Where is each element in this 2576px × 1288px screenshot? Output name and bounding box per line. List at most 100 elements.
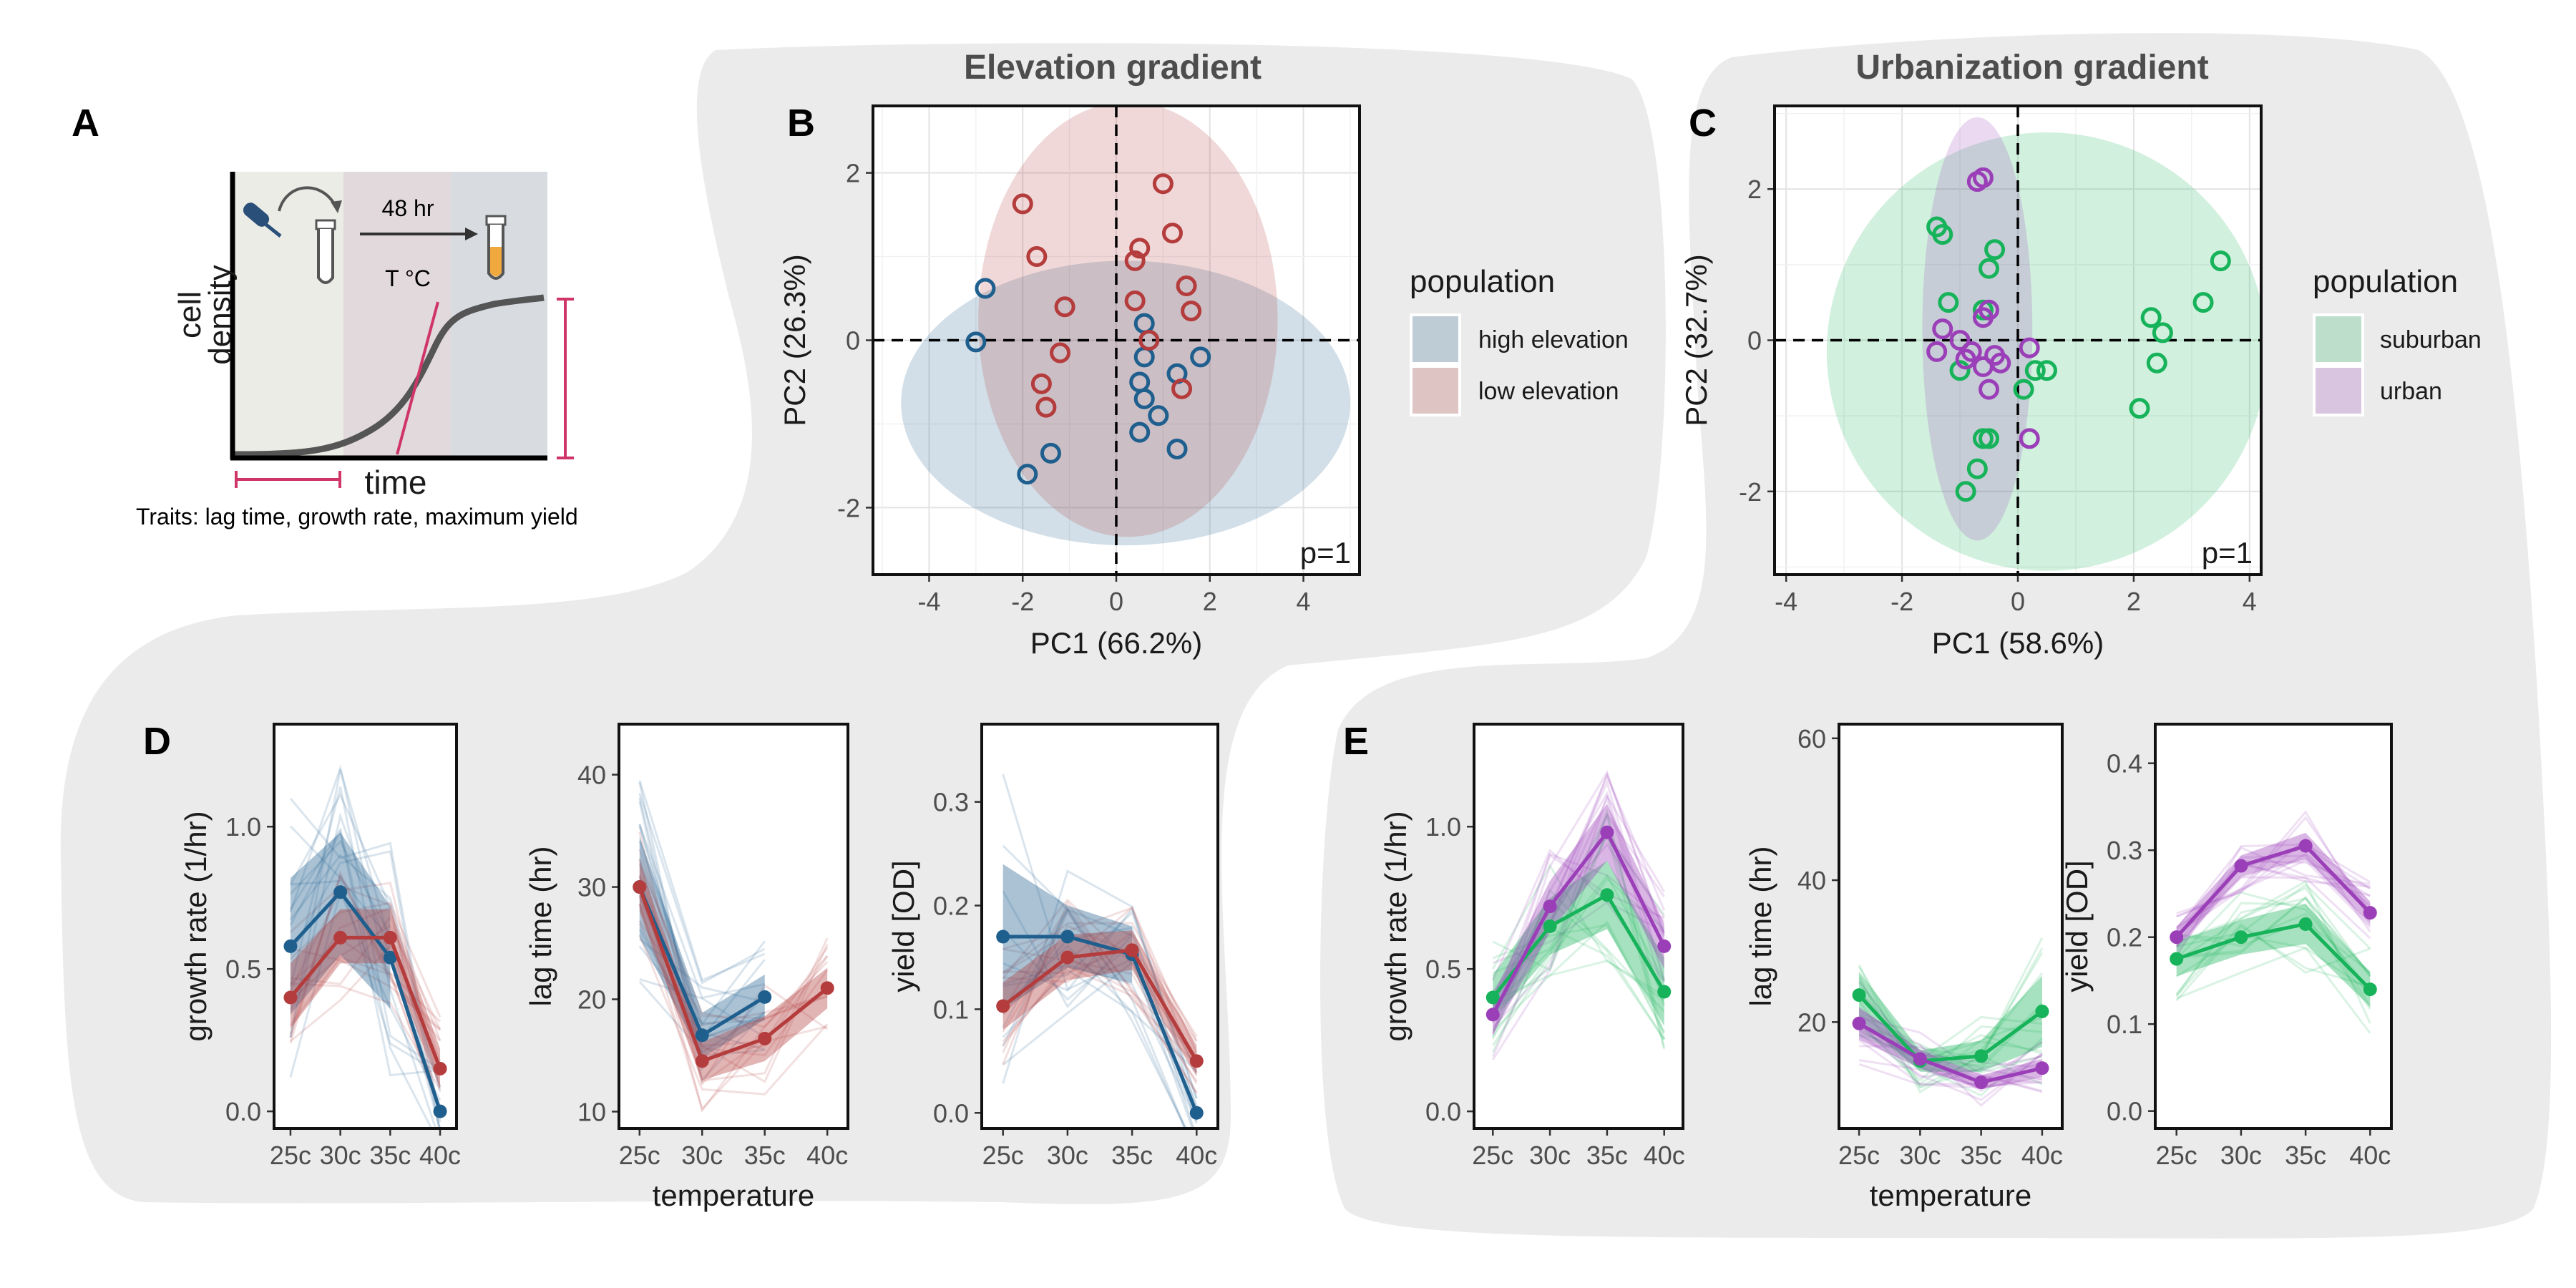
x-tick-label: 35c (369, 1141, 411, 1170)
individual-trace (638, 922, 828, 1047)
x-tick-label: 30c (1899, 1141, 1941, 1170)
individual-trace (289, 786, 441, 1071)
point-low-elevation (1035, 396, 1057, 418)
point-urban (1979, 379, 2000, 400)
point-low-elevation (1171, 378, 1193, 399)
point-low-elevation (1176, 275, 1197, 296)
x-tick-label: -4 (1775, 587, 1797, 616)
individual-trace (638, 780, 766, 982)
y-tick-label: 1.0 (1425, 812, 1461, 841)
individual-trace (289, 882, 441, 1088)
x-tick-label: 35c (1586, 1141, 1628, 1170)
plot-background (1839, 724, 2062, 1128)
x-tick-label: 4 (2243, 587, 2257, 616)
x-tick-label: 30c (681, 1141, 723, 1170)
mean-point-suburban (1852, 988, 1866, 1002)
individual-trace (289, 764, 437, 1128)
individual-trace (1492, 873, 1666, 1007)
mean-point-urban (1600, 825, 1614, 839)
point-suburban (2210, 250, 2231, 272)
x-axis-label: temperature (653, 1179, 814, 1212)
point-high-elevation (1129, 421, 1151, 443)
mean-point-urban (1657, 939, 1672, 953)
plot-background (982, 724, 1218, 1128)
x-tick-label: 0 (2011, 587, 2025, 616)
x-tick-label: 35c (1111, 1141, 1153, 1170)
mean-point-urban (1485, 1008, 1500, 1022)
mean-point-high-elevation (333, 885, 348, 899)
individual-trace (2176, 879, 2371, 1024)
plot-frame (618, 723, 849, 1130)
y-axis-label: PC2 (32.7%) (1679, 254, 1713, 426)
mean-point-high-elevation (996, 930, 1010, 944)
incubation-time: 48 hr (382, 195, 434, 221)
point-suburban (1932, 224, 1953, 245)
mean-point-low-elevation (383, 930, 397, 945)
mean-line-suburban (1858, 993, 2044, 1063)
point-suburban (1938, 292, 1959, 313)
individual-trace (638, 824, 766, 1000)
point-suburban (2140, 307, 2162, 328)
point-suburban (1979, 428, 2000, 449)
p-value-annotation: p=1 (1300, 536, 1351, 570)
individual-trace (289, 829, 441, 1077)
growth-curve (232, 294, 545, 458)
plot-area (996, 774, 1204, 1128)
panel-a-schematic: A 48 hr T °C cell de (72, 102, 578, 530)
x-tick-label: -2 (1011, 587, 1034, 616)
individual-trace (1492, 960, 1665, 1002)
point-high-elevation (965, 331, 987, 353)
individual-trace (2175, 934, 2371, 1034)
point-low-elevation (1026, 246, 1048, 268)
point-low-elevation (1012, 193, 1033, 215)
x-tick-label: 35c (744, 1141, 786, 1170)
ci-ribbon-suburban (2176, 904, 2371, 1007)
point-high-elevation (975, 278, 996, 299)
individual-trace (638, 849, 828, 1040)
mean-point-low-elevation (1060, 950, 1075, 965)
legend-swatch-suburban (2313, 313, 2364, 365)
individual-trace (2176, 896, 2371, 977)
individual-trace (1492, 809, 1666, 1050)
x-tick-label: 40c (2021, 1141, 2063, 1170)
y-axis-label: lag time (hr) (1744, 846, 1777, 1006)
panel-label-d: D (143, 720, 171, 763)
individual-trace (289, 792, 441, 1128)
individual-trace (289, 944, 441, 1075)
x-tick-label: 2 (1203, 587, 1217, 616)
individual-trace (290, 947, 441, 1031)
mean-line-high-elevation (1002, 935, 1199, 1114)
plot-area (1852, 937, 2049, 1107)
mean-point-urban (1543, 899, 1557, 914)
individual-trace (1491, 774, 1666, 1020)
plot-background (2155, 724, 2391, 1128)
plot-frame (273, 723, 458, 1130)
mean-point-low-elevation (820, 981, 834, 995)
legend-label-low: low elevation (1478, 378, 1619, 405)
individual-trace (1492, 877, 1665, 1046)
schematic-ylabel-1: cell (172, 291, 208, 338)
pipette-icon (243, 203, 282, 238)
legend-label-urban: urban (2380, 378, 2442, 405)
ci-ribbon-low-elevation (1002, 930, 1197, 1077)
y-tick-label: -2 (1739, 477, 1762, 507)
individual-trace (289, 849, 441, 1128)
test-tube-full-icon (485, 215, 507, 280)
individual-trace (1002, 945, 1198, 1073)
mean-point-low-elevation (633, 880, 647, 894)
x-axis-label: temperature (1870, 1179, 2031, 1212)
y-axis-label: PC2 (26.3%) (778, 254, 811, 426)
mean-line-urban (1491, 829, 1666, 1016)
individual-trace (1491, 926, 1665, 1053)
mean-point-suburban (2234, 930, 2248, 945)
mean-line-high-elevation (289, 889, 442, 1112)
individual-trace (638, 876, 829, 1113)
y-tick-label: 0.5 (1425, 955, 1461, 984)
point-suburban (2152, 322, 2173, 343)
individual-trace (2175, 897, 2371, 995)
mean-point-suburban (2035, 1004, 2049, 1018)
confidence-ellipse-suburban (1826, 132, 2261, 571)
individual-trace (1002, 947, 1198, 1084)
individual-trace (2176, 883, 2371, 950)
point-low-elevation (1124, 250, 1146, 271)
